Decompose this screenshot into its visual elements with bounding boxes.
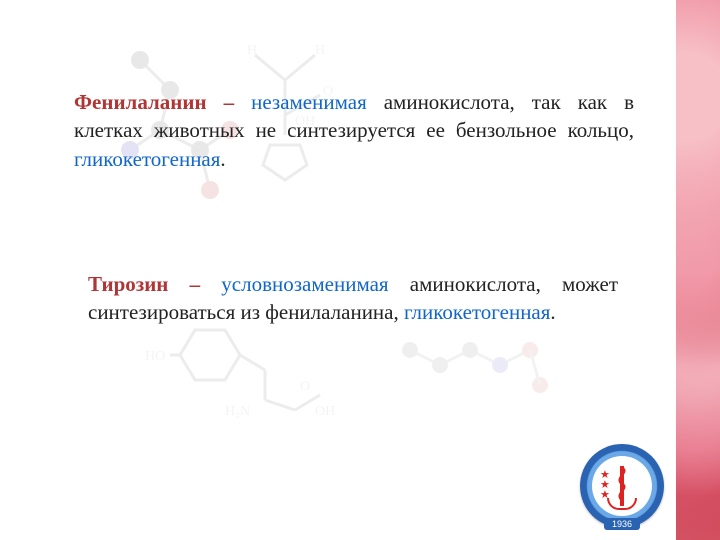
molecule-bg-4 xyxy=(390,310,570,440)
dash: – xyxy=(207,90,251,114)
paragraph-tyrosine: Тирозин – условнозаменимая аминокислота,… xyxy=(88,270,618,327)
svg-text:H: H xyxy=(315,43,325,58)
svg-text:O: O xyxy=(300,379,310,394)
tail-punct-2: . xyxy=(550,300,555,324)
headword-phenylalanine: Фенилаланин xyxy=(74,90,207,114)
keyword-essential: незаменимая xyxy=(251,90,367,114)
logo-inner: ★★★ xyxy=(592,456,652,516)
keyword-glycoketogenic-2: гликокетогенная xyxy=(404,300,550,324)
headword-tyrosine: Тирозин xyxy=(88,272,168,296)
keyword-conditional: условнозаменимая xyxy=(221,272,388,296)
dash-2: – xyxy=(168,272,221,296)
logo-bowl-icon xyxy=(607,498,637,510)
slide: H H O OH HO H₂N O OH Фенилаланин – незам… xyxy=(0,0,720,540)
logo-year: 1936 xyxy=(604,518,640,530)
svg-text:H: H xyxy=(247,43,257,58)
university-logo: ★★★ 1936 xyxy=(580,444,664,528)
svg-text:H₂N: H₂N xyxy=(225,404,250,419)
logo-ring: ★★★ xyxy=(580,444,664,528)
paragraph-phenylalanine: Фенилаланин – незаменимая аминокислота, … xyxy=(74,88,634,173)
tail-punct: . xyxy=(220,147,225,171)
decorative-right-strip xyxy=(676,0,720,540)
svg-text:HO: HO xyxy=(145,349,165,364)
molecule-bg-3: HO H₂N O OH xyxy=(140,310,340,430)
keyword-glycoketogenic-1: гликокетогенная xyxy=(74,147,220,171)
svg-text:OH: OH xyxy=(315,404,335,419)
